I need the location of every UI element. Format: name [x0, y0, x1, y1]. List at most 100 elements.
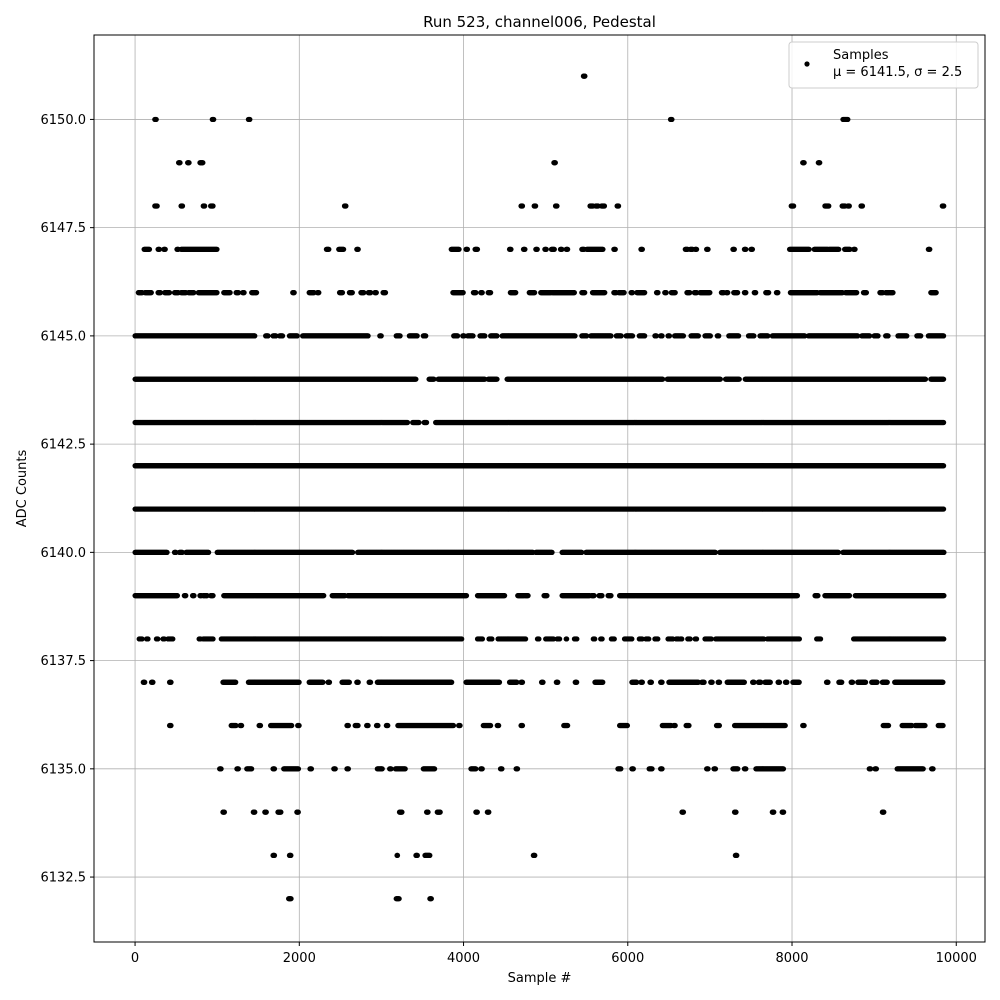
data-point [639, 679, 646, 685]
data-point [599, 636, 605, 642]
data-point [659, 679, 665, 685]
data-point [296, 679, 302, 685]
data-point [486, 809, 492, 815]
data-point [459, 636, 465, 642]
data-point [574, 636, 580, 642]
data-point [922, 722, 928, 729]
data-point [170, 636, 176, 642]
data-point [885, 722, 892, 729]
data-point [394, 852, 401, 859]
data-point [686, 722, 692, 729]
data-point [565, 722, 571, 729]
data-point [920, 766, 926, 772]
data-point [221, 809, 228, 815]
data-point [289, 722, 295, 729]
data-point [367, 679, 374, 685]
data-point [233, 679, 239, 685]
data-point [428, 896, 434, 902]
data-point [782, 722, 788, 729]
data-point [350, 549, 356, 555]
data-point [457, 722, 463, 729]
data-point [780, 766, 787, 772]
data-point [794, 593, 801, 599]
data-point [523, 636, 529, 642]
data-point [839, 679, 845, 685]
data-point [496, 679, 503, 685]
data-point [544, 593, 550, 599]
data-point [379, 766, 385, 772]
data-point [771, 809, 777, 815]
data-point [155, 636, 161, 642]
data-point [592, 636, 598, 642]
data-point [263, 809, 269, 815]
data-point [233, 722, 239, 729]
data-point [365, 722, 371, 729]
data-point [375, 722, 381, 729]
data-point [611, 636, 617, 642]
data-point [346, 679, 352, 685]
data-point [519, 679, 526, 685]
data-point [278, 809, 284, 815]
data-point [705, 766, 711, 772]
data-point [239, 722, 245, 729]
data-point [801, 722, 807, 729]
data-point [174, 593, 181, 599]
data-point [618, 766, 624, 772]
data-point [425, 809, 431, 815]
data-point [249, 766, 255, 772]
data-point [941, 636, 947, 642]
data-point [599, 593, 605, 599]
data-point [288, 896, 294, 902]
data-point [796, 636, 803, 642]
data-point [183, 593, 189, 599]
data-point [555, 679, 561, 685]
data-point [629, 636, 635, 642]
data-point [479, 636, 486, 642]
data-point [288, 852, 294, 859]
data-point [450, 722, 457, 729]
data-point [680, 809, 687, 815]
data-point [525, 593, 531, 599]
data-point [536, 636, 542, 642]
data-point [733, 809, 739, 815]
data-point [514, 766, 521, 772]
data-point [672, 722, 678, 729]
data-point [463, 593, 470, 599]
data-point [818, 636, 824, 642]
data-point [646, 636, 652, 642]
data-point [332, 766, 338, 772]
data-point [345, 766, 352, 772]
data-point [716, 722, 723, 729]
data-point [479, 766, 485, 772]
data-point [295, 766, 302, 772]
data-point [881, 809, 887, 815]
data-point [320, 679, 326, 685]
data-point [825, 679, 831, 685]
data-point [734, 852, 740, 859]
data-point [659, 766, 665, 772]
data-point [427, 852, 433, 859]
data-point [735, 766, 741, 772]
data-points [132, 73, 947, 902]
data-point [257, 722, 264, 729]
data-point [873, 766, 880, 772]
data-point [701, 679, 707, 685]
data-point [687, 636, 693, 642]
data-point [574, 679, 580, 685]
data-point [884, 679, 890, 685]
data-point [709, 679, 715, 685]
data-point [399, 809, 405, 815]
data-point [815, 593, 821, 599]
data-point [767, 679, 773, 685]
data-point [940, 722, 946, 729]
data-point [191, 593, 197, 599]
data-point [437, 809, 443, 815]
data-point [863, 679, 869, 685]
data-point [402, 766, 408, 772]
data-point [591, 593, 597, 599]
data-point [150, 679, 156, 685]
data-point [940, 679, 946, 685]
data-point [210, 593, 216, 599]
